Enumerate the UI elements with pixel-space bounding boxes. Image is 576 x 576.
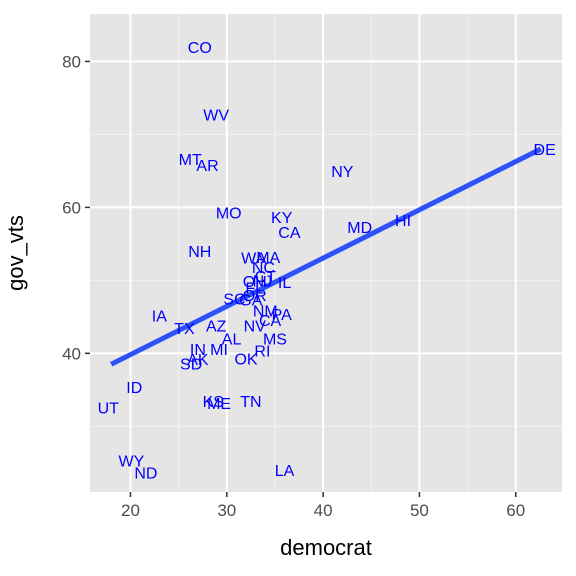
point-label: ND <box>134 465 157 482</box>
point-label: CA <box>259 313 282 330</box>
point-label: MD <box>347 220 372 237</box>
point-label: KY <box>271 210 293 227</box>
y-tick-label: 40 <box>62 344 81 363</box>
x-tick-label: 30 <box>217 501 236 520</box>
point-label: AZ <box>206 319 227 336</box>
point-label: OK <box>234 351 257 368</box>
point-label: NV <box>244 319 267 336</box>
major-gridlines <box>90 14 562 492</box>
point-label: WA <box>241 251 267 268</box>
point-label: AR <box>196 158 218 175</box>
point-label: MS <box>263 332 287 349</box>
y-axis-ticks: 40 60 80 <box>62 52 90 363</box>
point-label: TX <box>174 321 195 338</box>
point-label: WV <box>203 108 229 125</box>
minor-gridlines <box>90 14 562 492</box>
point-label: MI <box>210 342 228 359</box>
y-tick-label: 60 <box>62 198 81 217</box>
point-label: UT <box>98 400 120 417</box>
x-tick-label: 50 <box>410 501 429 520</box>
point-label: ME <box>207 396 231 413</box>
point-label: MA <box>256 250 280 267</box>
point-label: CT <box>255 269 277 286</box>
point-label: NC <box>252 260 275 277</box>
y-axis-title: gov_vts <box>3 215 28 291</box>
point-label: SC <box>223 292 245 309</box>
point-label: NJ <box>253 273 273 290</box>
point-label: IA <box>152 308 167 325</box>
regression-line <box>110 146 542 367</box>
y-tick-label: 80 <box>62 52 81 71</box>
point-label: IL <box>278 275 291 292</box>
x-tick-label: 40 <box>314 501 333 520</box>
point-label: CO <box>188 40 212 57</box>
point-label: RI <box>254 343 270 360</box>
point-label: SD <box>180 357 202 374</box>
point-label: CA <box>278 225 301 242</box>
point-label: KS <box>203 394 224 411</box>
point-label: MO <box>216 205 242 222</box>
x-tick-label: 60 <box>506 501 525 520</box>
x-axis-title: democrat <box>280 535 372 560</box>
point-label: OH <box>243 274 267 291</box>
point-label: LA <box>275 463 295 480</box>
x-axis-ticks: 20 30 40 50 60 <box>121 492 525 520</box>
point-label: OR <box>243 288 267 305</box>
point-label: NH <box>188 244 211 261</box>
point-label: GA <box>239 292 262 309</box>
point-label: NY <box>331 164 354 181</box>
point-label: AL <box>222 332 242 349</box>
point-label: TN <box>240 394 261 411</box>
point-label: PA <box>272 307 292 324</box>
point-label: NM <box>253 303 278 320</box>
point-label: FL <box>245 281 264 298</box>
x-tick-label: 20 <box>121 501 140 520</box>
point-label: HI <box>395 213 411 230</box>
regression-line-group <box>110 146 542 367</box>
point-label: IN <box>190 342 206 359</box>
point-label: AK <box>187 352 209 369</box>
point-label: WY <box>119 454 145 471</box>
plot-panel <box>90 14 562 492</box>
point-label: ID <box>126 380 142 397</box>
point-label: MT <box>179 152 202 169</box>
point-label: DE <box>534 142 556 159</box>
